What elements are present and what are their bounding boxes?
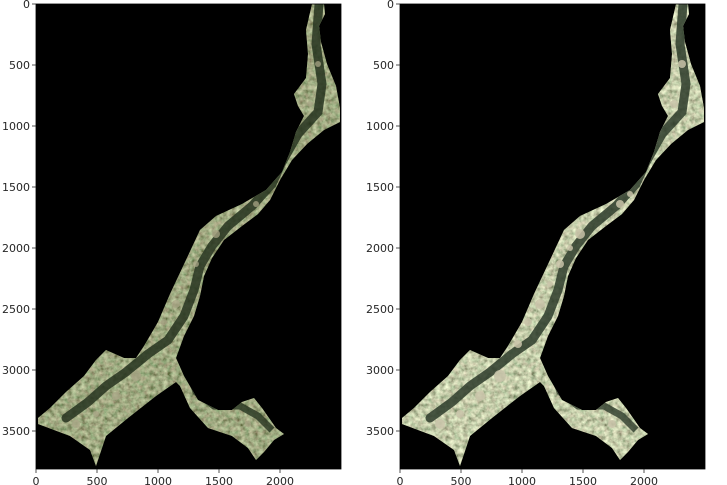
right-y-axis [396, 3, 400, 432]
left-y-tick-label: 2000 [2, 242, 30, 255]
right-x-tick-label: 1000 [508, 475, 536, 485]
left-y-tick-label: 3500 [2, 425, 30, 438]
right-y-tick-label: 2000 [366, 242, 394, 255]
right-river [425, 4, 691, 423]
left-y-tick-label: 500 [9, 59, 30, 72]
left-y-tick-label: 1500 [2, 181, 30, 194]
right-x-tick-label: 0 [397, 475, 404, 485]
left-x-tick-label: 2000 [266, 475, 294, 485]
left-x-tick-label: 1500 [205, 475, 233, 485]
right-panel: 0 500 1000 1500 2000 0 500 1000 1500 200… [366, 0, 706, 485]
left-y-axis [32, 3, 36, 432]
left-river [61, 4, 327, 423]
right-y-tick-label: 1000 [366, 120, 394, 133]
right-y-tick-label: 2500 [366, 303, 394, 316]
left-y-tick-label: 1000 [2, 120, 30, 133]
left-x-tick-label: 0 [33, 475, 40, 485]
left-x-tick-label: 1000 [144, 475, 172, 485]
left-x-tick-label: 500 [87, 475, 108, 485]
right-x-tick-label: 2000 [630, 475, 658, 485]
right-x-tick-label: 500 [451, 475, 472, 485]
right-y-tick-label: 0 [387, 0, 394, 11]
left-panel: 0 500 1000 1500 2000 0 500 1000 1500 200… [2, 0, 342, 485]
left-x-axis [35, 469, 281, 473]
right-y-tick-label: 1500 [366, 181, 394, 194]
left-y-tick-label: 0 [23, 0, 30, 11]
right-y-tick-label: 3000 [366, 364, 394, 377]
left-y-tick-label: 3000 [2, 364, 30, 377]
right-x-tick-label: 1500 [569, 475, 597, 485]
left-y-tick-label: 2500 [2, 303, 30, 316]
right-y-tick-label: 500 [373, 59, 394, 72]
right-y-tick-label: 3500 [366, 425, 394, 438]
right-x-axis [399, 469, 645, 473]
